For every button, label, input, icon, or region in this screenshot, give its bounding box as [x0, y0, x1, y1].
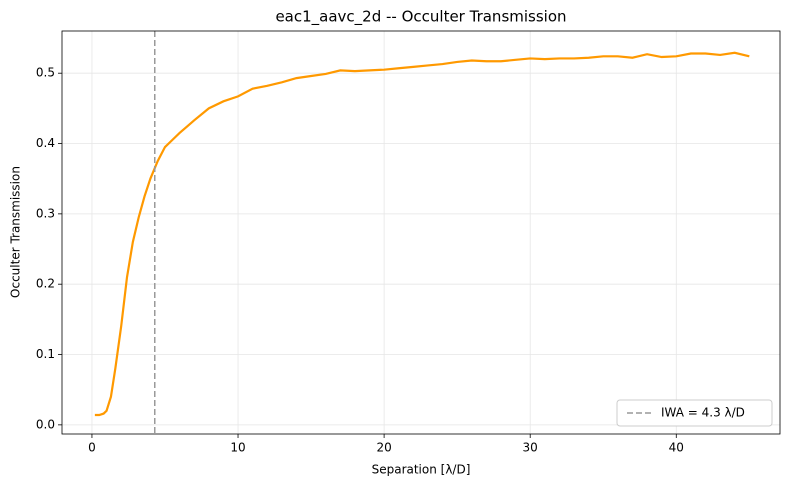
x-tick-label: 40	[669, 441, 684, 455]
legend-box	[616, 399, 773, 427]
y-tick-label: 0.2	[36, 277, 55, 291]
x-tick-label: 10	[230, 441, 245, 455]
x-tick-label: 20	[376, 441, 391, 455]
legend-label: IWA = 4.3 λ/D	[661, 406, 745, 420]
x-tick-label: 30	[523, 441, 538, 455]
chart-title: eac1_aavc_2d -- Occulter Transmission	[275, 8, 566, 27]
data-line	[94, 51, 750, 417]
y-tick-label: 0.0	[36, 417, 55, 431]
y-tick-label: 0.3	[36, 206, 55, 220]
x-axis-label: Separation [λ/D]	[372, 463, 471, 477]
y-tick-label: 0.4	[36, 136, 55, 150]
y-tick-label: 0.5	[36, 66, 55, 80]
x-tick-label: 0	[88, 441, 96, 455]
y-axis-label: Occulter Transmission	[9, 166, 23, 298]
axes-frame	[61, 30, 781, 435]
y-tick-label: 0.1	[36, 347, 55, 361]
